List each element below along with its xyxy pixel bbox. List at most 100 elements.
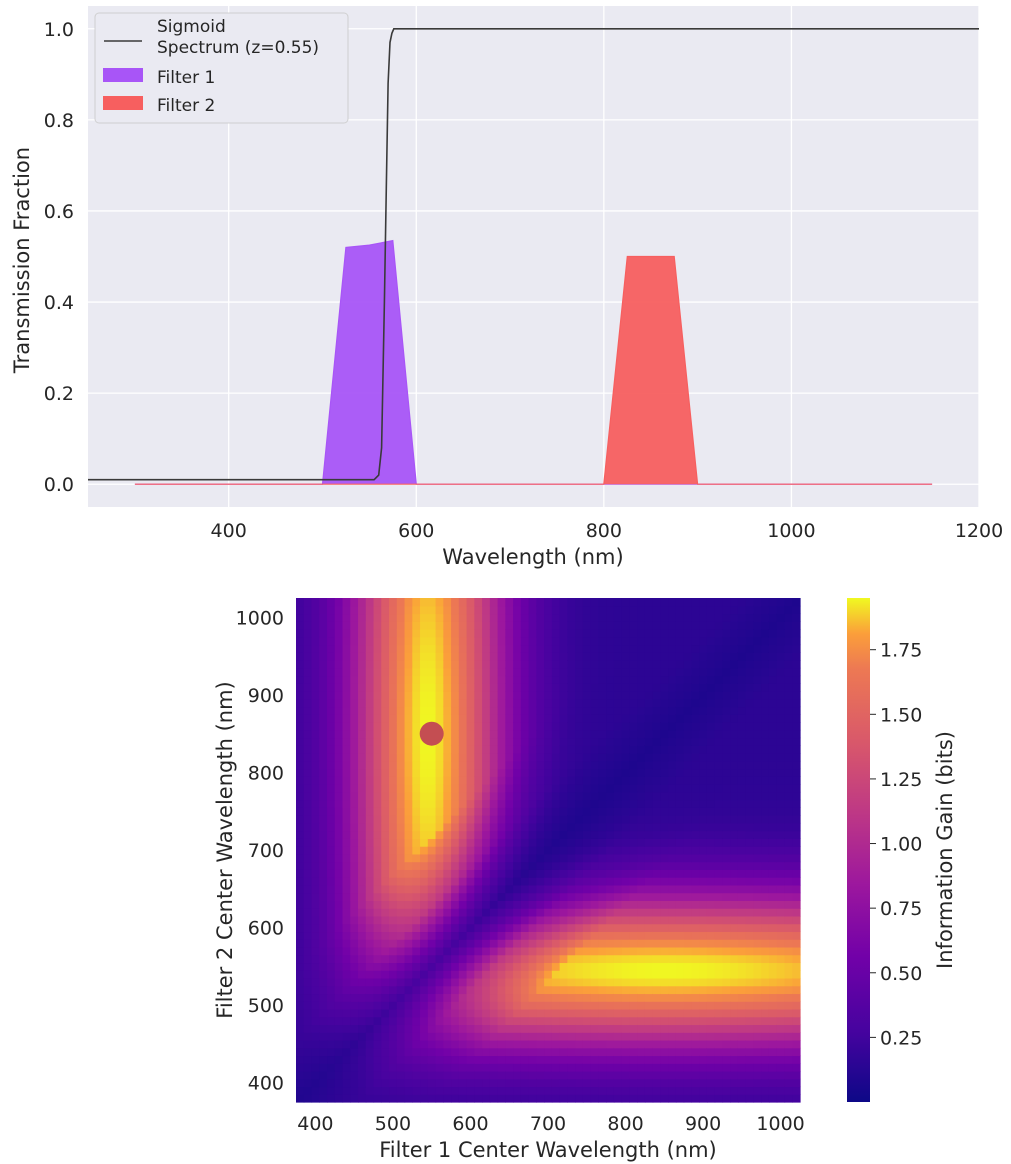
heatmap-cell bbox=[544, 954, 553, 964]
heatmap-cell bbox=[590, 1008, 599, 1018]
heatmap-cell bbox=[381, 1039, 390, 1049]
heatmap-cell bbox=[319, 1070, 328, 1080]
heatmap-cell bbox=[311, 900, 320, 909]
heatmap-cell bbox=[350, 1094, 359, 1103]
heatmap-cell bbox=[381, 1055, 390, 1064]
heatmap-cell bbox=[582, 683, 592, 692]
heatmap-cell bbox=[396, 900, 406, 909]
heatmap-cell bbox=[590, 1078, 599, 1088]
heatmap-cell bbox=[296, 706, 305, 715]
heatmap-cell bbox=[567, 815, 576, 824]
heatmap-cell bbox=[319, 621, 328, 630]
heatmap-cell bbox=[513, 1016, 522, 1026]
heatmap-cell bbox=[513, 838, 522, 847]
heatmap-cell bbox=[644, 667, 654, 677]
heatmap-cell bbox=[551, 1063, 561, 1072]
heatmap-cell bbox=[536, 722, 545, 731]
heatmap-cell bbox=[559, 621, 568, 630]
heatmap-cell bbox=[466, 1047, 475, 1057]
heatmap-cell bbox=[598, 1078, 607, 1088]
heatmap-cell bbox=[497, 745, 506, 754]
heatmap-cell bbox=[319, 1078, 328, 1088]
heatmap-cells bbox=[296, 598, 801, 1103]
heatmap-cell bbox=[404, 791, 413, 801]
heatmap-cell bbox=[776, 605, 786, 615]
heatmap-cell bbox=[621, 954, 631, 964]
heatmap-cell bbox=[660, 722, 669, 731]
heatmap-cell bbox=[466, 598, 475, 607]
heatmap-cell bbox=[497, 1039, 506, 1049]
heatmap-cell bbox=[567, 745, 576, 754]
heatmap-cell bbox=[730, 1094, 739, 1103]
heatmap-cell bbox=[427, 900, 437, 909]
heatmap-cell bbox=[675, 652, 685, 661]
heatmap-cell bbox=[722, 613, 731, 622]
heatmap-cell bbox=[753, 908, 762, 917]
heatmap-cell bbox=[435, 667, 444, 677]
heatmap-cell bbox=[389, 667, 398, 677]
heatmap-cell bbox=[606, 613, 615, 622]
heatmap-cell bbox=[575, 683, 584, 692]
heatmap-cell bbox=[691, 993, 700, 1002]
heatmap-cell bbox=[520, 1039, 530, 1049]
heatmap-cell bbox=[497, 737, 506, 746]
heatmap-cell bbox=[482, 598, 491, 607]
heatmap-cell bbox=[296, 760, 305, 770]
heatmap-cell bbox=[350, 853, 359, 863]
heatmap-cell bbox=[435, 605, 444, 615]
heatmap-cell bbox=[497, 776, 506, 785]
heatmap-cell bbox=[505, 714, 514, 723]
heatmap-cell bbox=[551, 946, 561, 956]
heatmap-cell bbox=[373, 1086, 382, 1095]
heatmap-cell bbox=[582, 598, 592, 607]
heatmap-cell bbox=[536, 667, 545, 677]
heatmap-cell bbox=[637, 1008, 646, 1018]
heatmap-cell bbox=[613, 776, 623, 785]
heatmap-cell bbox=[629, 1008, 638, 1018]
heatmap-cell bbox=[652, 892, 662, 901]
heatmap-cell bbox=[513, 652, 522, 661]
heatmap-cell bbox=[768, 807, 778, 816]
heatmap-cell bbox=[365, 853, 375, 863]
heatmap-cell bbox=[412, 892, 421, 901]
heatmap-cell bbox=[365, 900, 375, 909]
heatmap-cell bbox=[365, 962, 375, 971]
heatmap-cell bbox=[489, 1016, 499, 1026]
heatmap-cell bbox=[296, 753, 305, 762]
heatmap-cell bbox=[714, 1070, 724, 1080]
heatmap-cell bbox=[427, 1070, 437, 1080]
heatmap-cell bbox=[381, 946, 390, 956]
heatmap-cell bbox=[412, 660, 421, 669]
heatmap-cell bbox=[745, 791, 755, 801]
heatmap-cell bbox=[334, 791, 344, 801]
heatmap-cell bbox=[342, 931, 351, 940]
x-tick-labels: 400 500 600 700 800 900 1000 bbox=[297, 1113, 805, 1135]
heatmap-cell bbox=[505, 621, 514, 630]
heatmap-cell bbox=[389, 861, 398, 870]
heatmap-cell bbox=[350, 993, 359, 1002]
heatmap-cell bbox=[396, 660, 406, 669]
heatmap-cell bbox=[482, 1070, 491, 1080]
heatmap-cell bbox=[319, 861, 328, 870]
heatmap-cell bbox=[412, 722, 421, 731]
heatmap-cell bbox=[334, 822, 344, 832]
heatmap-cell bbox=[784, 598, 793, 607]
heatmap-cell bbox=[675, 1032, 685, 1041]
heatmap-cell bbox=[637, 838, 646, 847]
heatmap-cell bbox=[637, 613, 646, 622]
heatmap-cell bbox=[536, 737, 545, 746]
heatmap-cell bbox=[536, 915, 545, 925]
heatmap-cell bbox=[482, 830, 491, 839]
heatmap-cell bbox=[482, 683, 491, 692]
heatmap-cell bbox=[373, 830, 382, 839]
heatmap-cell bbox=[435, 1086, 444, 1095]
heatmap-cell bbox=[365, 846, 375, 855]
heatmap-cell bbox=[451, 946, 460, 956]
heatmap-cell bbox=[296, 884, 305, 894]
heatmap-cell bbox=[582, 698, 592, 708]
heatmap-cell bbox=[629, 946, 638, 956]
heatmap-cell bbox=[373, 729, 382, 739]
heatmap-cell bbox=[730, 636, 739, 646]
heatmap-cell bbox=[319, 985, 328, 995]
heatmap-cell bbox=[303, 838, 313, 847]
